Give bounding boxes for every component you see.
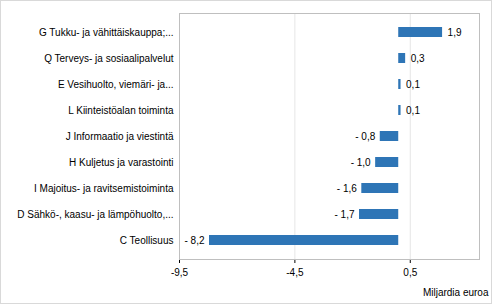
svg-text:-9,5: -9,5 xyxy=(171,267,189,278)
svg-text:0,5: 0,5 xyxy=(403,267,417,278)
svg-text:G Tukku- ja vähittäiskauppa;..: G Tukku- ja vähittäiskauppa;... xyxy=(39,27,174,38)
svg-text:Miljardia euroa: Miljardia euroa xyxy=(423,287,489,298)
svg-text:D Sähkö-, kaasu- ja lämpöhuolt: D Sähkö-, kaasu- ja lämpöhuolto,... xyxy=(17,209,173,220)
svg-text:- 8,2: - 8,2 xyxy=(184,235,204,246)
svg-text:C Teollisuus: C Teollisuus xyxy=(120,235,174,246)
svg-text:- 1,7: - 1,7 xyxy=(334,209,354,220)
svg-text:Q Terveys- ja sosiaalipalvelut: Q Terveys- ja sosiaalipalvelut xyxy=(44,53,174,64)
svg-text:J Informaatio ja viestintä: J Informaatio ja viestintä xyxy=(66,131,174,142)
svg-text:-4,5: -4,5 xyxy=(286,267,304,278)
svg-text:0,1: 0,1 xyxy=(406,105,420,116)
svg-text:- 1,0: - 1,0 xyxy=(351,157,371,168)
svg-text:0,1: 0,1 xyxy=(406,79,420,90)
svg-text:H Kuljetus ja varastointi: H Kuljetus ja varastointi xyxy=(69,157,174,168)
svg-text:- 1,6: - 1,6 xyxy=(337,183,357,194)
svg-text:E Vesihuolto, viemäri- ja...: E Vesihuolto, viemäri- ja... xyxy=(58,79,174,90)
svg-text:1,9: 1,9 xyxy=(448,27,462,38)
svg-text:- 0,8: - 0,8 xyxy=(355,131,375,142)
svg-text:0,3: 0,3 xyxy=(411,53,425,64)
svg-text:I Majoitus- ja ravitsemistoimi: I Majoitus- ja ravitsemistoiminta xyxy=(34,183,174,194)
svg-text:L Kiinteistöalan toiminta: L Kiinteistöalan toiminta xyxy=(68,105,174,116)
